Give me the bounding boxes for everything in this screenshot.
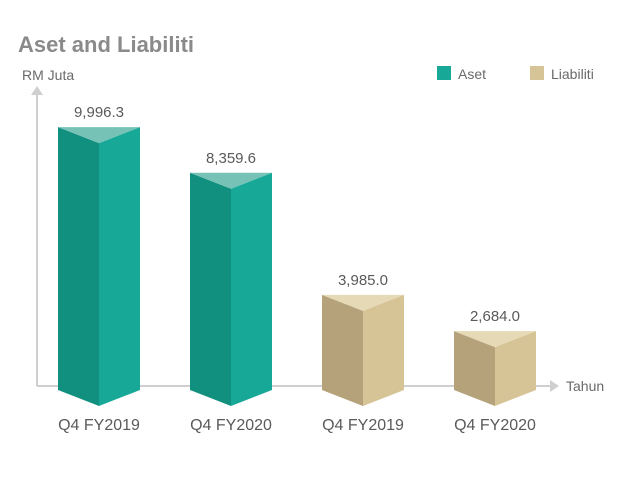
legend-swatch-aset — [437, 66, 451, 80]
x-tick-label-1: Q4 FY2019 — [58, 417, 140, 434]
legend-label-liabiliti: Liabiliti — [551, 66, 594, 82]
bar-4-top — [454, 331, 536, 348]
bar-2-top — [190, 172, 272, 189]
bar-3-top — [322, 294, 404, 311]
x-tick-label-3: Q4 FY2019 — [322, 417, 404, 434]
bar-2-value-label: 8,359.6 — [206, 150, 256, 167]
bar-2-front — [231, 172, 272, 406]
bar-1-side — [58, 127, 99, 406]
bar-3-side — [322, 294, 363, 406]
bars-group: 9,996.3 Q4 FY2019 8,359.6 Q4 FY2020 3,985.0 Q… — [58, 104, 536, 434]
bar-3-front — [363, 294, 404, 406]
y-axis-label: RM Juta — [22, 67, 74, 83]
x-axis-arrow — [550, 380, 559, 392]
chart-title: Aset and Liabiliti — [18, 32, 194, 57]
bar-4-value-label: 2,684.0 — [470, 308, 520, 325]
bar-1-value-label: 9,996.3 — [74, 104, 124, 121]
legend-label-aset: Aset — [458, 66, 486, 82]
bar-1-top — [58, 127, 140, 144]
x-axis-label: Tahun — [566, 378, 604, 394]
x-tick-label-2: Q4 FY2020 — [190, 417, 272, 434]
bar-4-front — [495, 331, 536, 406]
bar-2-side — [190, 172, 231, 406]
y-axis-arrow — [31, 86, 43, 95]
bar-3-value-label: 3,985.0 — [338, 272, 388, 289]
x-tick-label-4: Q4 FY2020 — [454, 417, 536, 434]
bar-4-side — [454, 331, 495, 406]
legend-swatch-liabiliti — [530, 66, 544, 80]
bar-1-front — [99, 127, 140, 406]
